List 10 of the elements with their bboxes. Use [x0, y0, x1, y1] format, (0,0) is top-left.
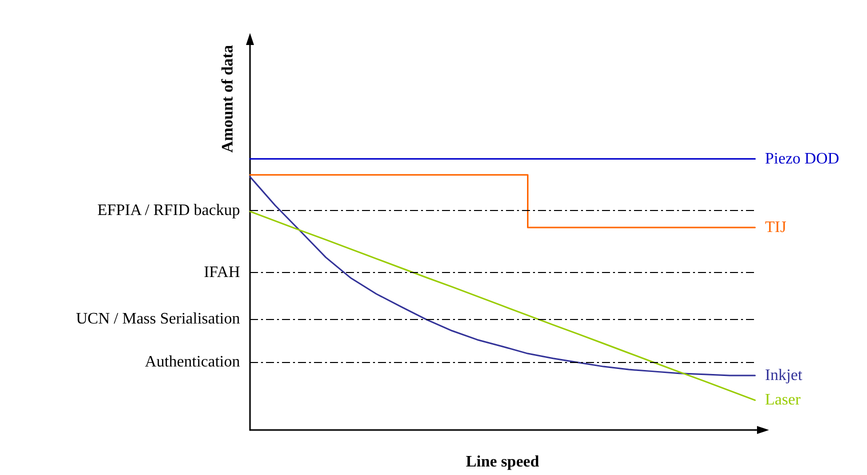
ref-line-label: EFPIA / RFID backup: [97, 202, 240, 219]
series-label: Laser: [765, 392, 802, 409]
x-axis-title: Line speed: [466, 454, 540, 470]
y-axis-title: Amount of data: [220, 45, 236, 153]
series-label: Piezo DOD: [765, 150, 840, 168]
ref-line-label: IFAH: [204, 264, 240, 282]
series-label: Inkjet: [765, 367, 803, 384]
series-label: TIJ: [765, 218, 786, 236]
ref-line-label: UCN / Mass Serialisation: [76, 310, 240, 328]
ref-line-label: Authentication: [144, 354, 240, 371]
